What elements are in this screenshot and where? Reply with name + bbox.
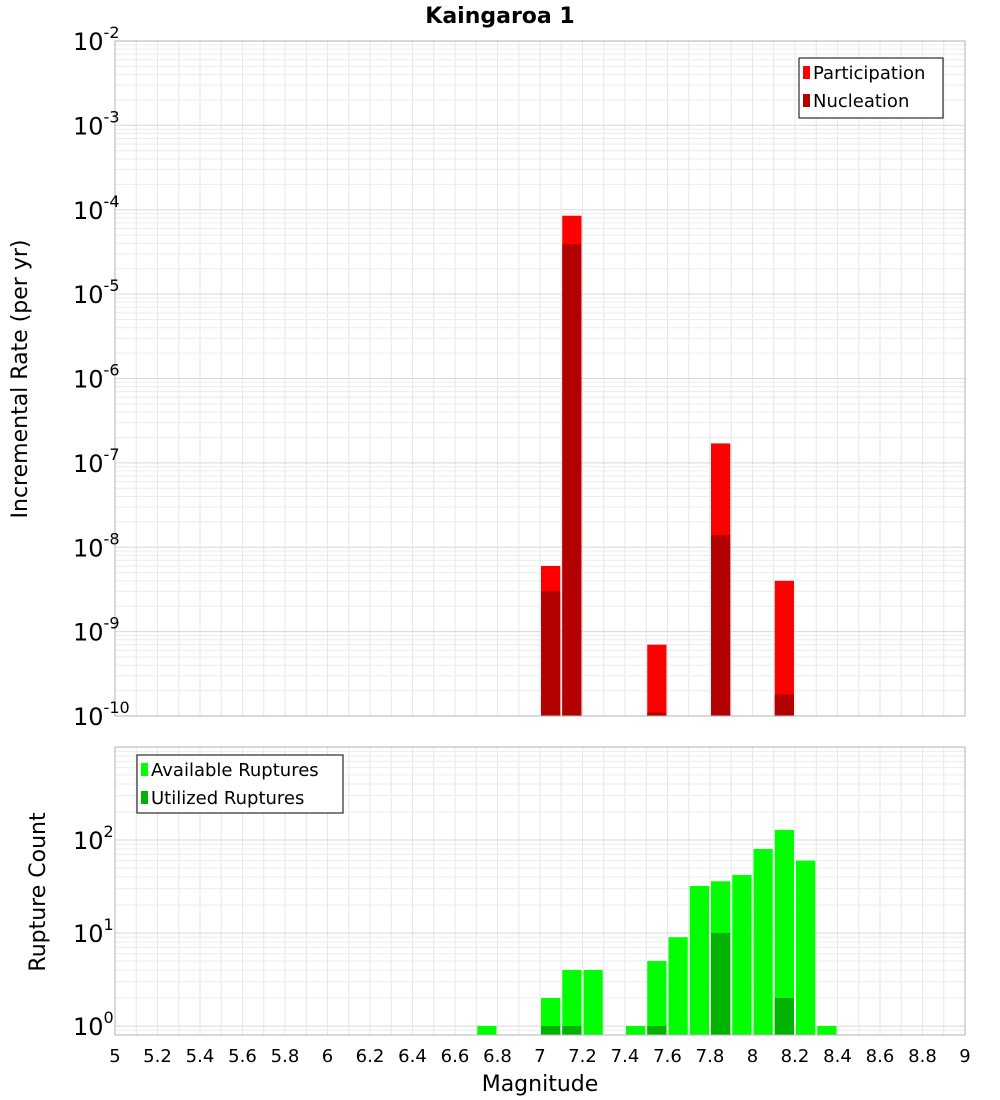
bar-utilized-ruptures: [541, 1025, 561, 1035]
x-tick-label: 6.8: [483, 1046, 512, 1067]
rate-bars: [541, 215, 794, 717]
x-tick-label: 5: [109, 1046, 120, 1067]
x-tick-label: 5.6: [228, 1046, 257, 1067]
rate-y-tick-label: 10-8: [73, 529, 120, 562]
x-tick-label: 8.2: [781, 1046, 810, 1067]
count-legend: Available Ruptures Utilized Ruptures: [136, 754, 344, 814]
bar-available-ruptures: [689, 886, 709, 1035]
bar-available-ruptures: [647, 960, 667, 1035]
count-y-ticks: 100 101 102: [73, 822, 114, 1041]
x-tick-label: 7.4: [611, 1046, 640, 1067]
bar-nucleation: [711, 534, 731, 716]
x-tick-label: 6.4: [398, 1046, 427, 1067]
bar-available-ruptures: [817, 1025, 837, 1035]
rate-y-tick-label: 10-6: [73, 361, 120, 394]
x-tick-label: 7.6: [653, 1046, 682, 1067]
bar-participation: [774, 580, 794, 716]
bar-nucleation: [562, 244, 582, 717]
bar-utilized-ruptures: [647, 1025, 667, 1035]
rate-y-axis-label: Incremental Rate (per yr): [8, 240, 33, 519]
x-tick-label: 6.2: [356, 1046, 385, 1067]
count-bars: [477, 830, 837, 1035]
bar-available-ruptures: [562, 969, 582, 1035]
rate-plot: 10-10 10-9 10-8 10-7 10-6 10-5 10-4 10-3 10-2 Par…: [73, 23, 966, 731]
legend-swatch-participation: [803, 66, 810, 79]
rate-y-tick-label: 10-4: [73, 192, 120, 225]
x-tick-label: 7.2: [568, 1046, 597, 1067]
count-y-axis-label: Rupture Count: [26, 812, 51, 972]
bar-available-ruptures: [774, 830, 794, 1035]
legend-label-available-ruptures: Available Ruptures: [151, 760, 319, 781]
x-tick-label: 6.6: [441, 1046, 470, 1067]
count-y-tick-label: 100: [73, 1008, 114, 1041]
count-plot: 100 101 102 5 5.2 5.4 5.6 5.8 6 6.2 6.4 6.6 6.8 7 7.2 7…: [73, 746, 971, 1067]
rate-y-tick-label: 10-5: [73, 276, 120, 309]
magnitude-x-axis-label: Magnitude: [482, 1072, 599, 1097]
count-y-tick-label: 102: [73, 822, 114, 855]
chart-title: Kaingaroa 1: [425, 4, 574, 29]
x-tick-label: 5.4: [186, 1046, 215, 1067]
count-legend-box: [136, 754, 344, 814]
x-tick-label: 7.8: [696, 1046, 725, 1067]
x-tick-label: 5.2: [143, 1046, 172, 1067]
x-tick-label: 8.8: [908, 1046, 937, 1067]
rate-y-tick-label: 10-7: [73, 445, 120, 478]
bar-utilized-ruptures: [562, 1025, 582, 1035]
x-tick-label: 8: [747, 1046, 758, 1067]
bar-available-ruptures: [541, 997, 561, 1035]
legend-label-utilized-ruptures: Utilized Ruptures: [151, 788, 304, 809]
rate-y-tick-label: 10-10: [73, 698, 130, 731]
bar-available-ruptures: [626, 1025, 646, 1035]
rate-y-tick-label: 10-9: [73, 614, 120, 647]
legend-swatch-nucleation: [803, 94, 810, 107]
rate-y-ticks: 10-10 10-9 10-8 10-7 10-6 10-5 10-4 10-3 10-2: [73, 23, 130, 731]
magnitude-x-ticks: 5 5.2 5.4 5.6 5.8 6 6.2 6.4 6.6 6.8 7 7.2 7.4 7.6 7.8 8…: [109, 1046, 970, 1067]
bar-participation: [647, 644, 667, 716]
x-tick-label: 5.8: [271, 1046, 300, 1067]
x-tick-label: 6: [322, 1046, 333, 1067]
count-plot-frame: [114, 746, 966, 1036]
bar-available-ruptures: [753, 849, 773, 1035]
legend-swatch-utilized-ruptures: [141, 791, 148, 804]
bar-available-ruptures: [796, 860, 816, 1035]
bar-available-ruptures: [668, 937, 688, 1035]
legend-label-participation: Participation: [813, 63, 925, 84]
bar-utilized-ruptures: [774, 997, 794, 1035]
bar-nucleation: [774, 694, 794, 716]
rate-y-tick-label: 10-2: [73, 23, 120, 56]
count-y-tick-label: 101: [73, 915, 114, 948]
x-tick-label: 8.4: [823, 1046, 852, 1067]
bar-available-ruptures: [583, 969, 603, 1035]
x-tick-label: 9: [959, 1046, 970, 1067]
rate-legend: Participation Nucleation: [798, 57, 944, 119]
bar-available-ruptures: [477, 1025, 497, 1035]
bar-utilized-ruptures: [711, 932, 731, 1035]
x-tick-label: 7: [534, 1046, 545, 1067]
rate-legend-box: [798, 57, 944, 119]
rate-grid: [114, 40, 966, 717]
bar-nucleation: [647, 712, 667, 716]
legend-label-nucleation: Nucleation: [813, 91, 909, 112]
bar-available-ruptures: [732, 875, 752, 1035]
bar-nucleation: [541, 591, 561, 716]
rate-y-tick-label: 10-3: [73, 107, 120, 140]
x-tick-label: 8.6: [866, 1046, 895, 1067]
legend-swatch-available-ruptures: [141, 763, 148, 776]
rate-plot-frame: [114, 40, 966, 717]
